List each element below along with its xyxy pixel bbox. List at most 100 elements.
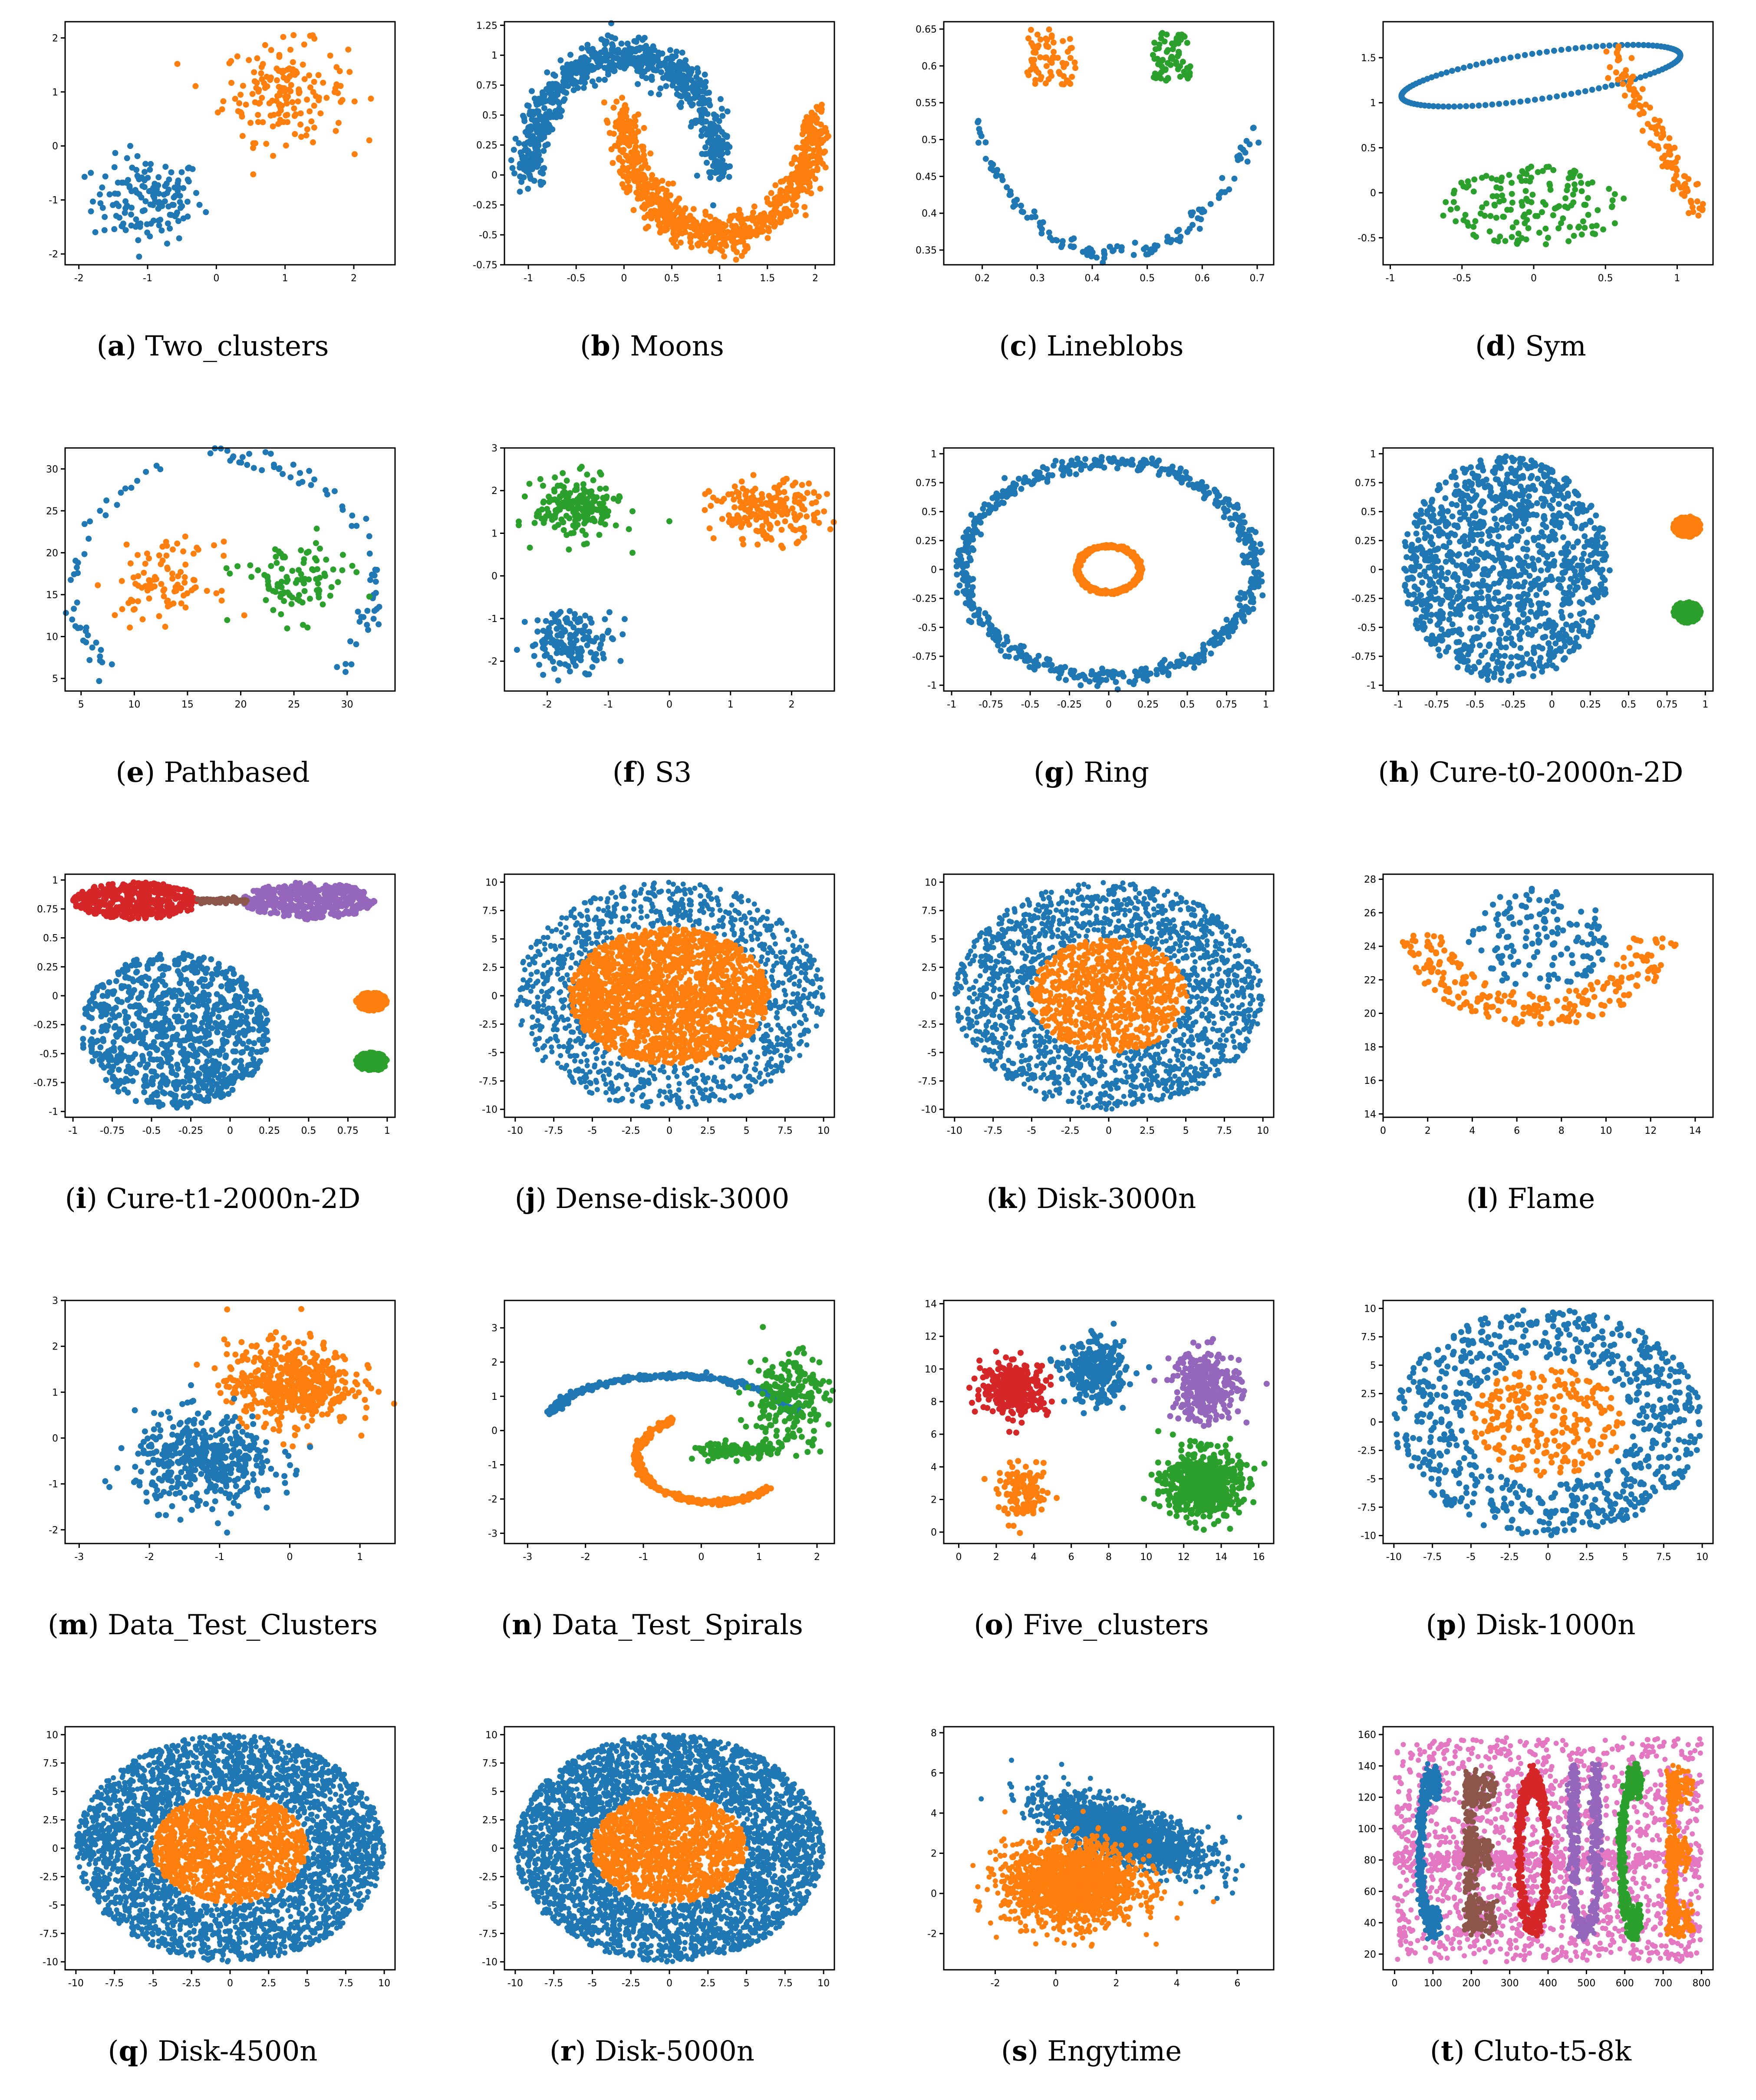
data-point [1019,209,1025,215]
data-point [300,560,306,566]
data-point [1236,525,1242,531]
data-point [1539,209,1545,215]
data-point [771,495,777,501]
data-point [1006,654,1012,660]
data-point [1451,199,1457,205]
data-point [645,211,651,217]
data-point [165,566,171,572]
data-point [534,144,540,150]
data-point [1103,677,1109,683]
data-point [1571,233,1577,239]
data-point [287,474,293,481]
data-point [1568,612,1574,619]
data-point [599,36,605,43]
data-point [283,142,289,148]
data-point [347,639,353,645]
data-point [1028,40,1034,46]
data-point [366,593,372,599]
data-point [1493,184,1499,191]
data-point [575,655,581,661]
data-point [92,229,99,235]
data-point [371,616,377,622]
data-point [1596,85,1602,91]
caption-c: (c) Lineblobs [896,330,1287,362]
data-point [787,523,794,529]
data-point [300,579,306,585]
data-point [292,113,298,119]
data-point [1693,181,1700,188]
data-point [339,567,345,573]
data-point [284,77,290,83]
data-point [610,43,616,49]
data-point [1191,484,1197,490]
data-point [163,553,169,559]
data-point [241,612,247,619]
y-tick-label: 1 [491,50,497,61]
data-point [128,211,134,217]
data-point [602,77,608,83]
x-tick-label: 0 [213,273,219,284]
data-point [255,567,261,573]
data-point [612,68,618,74]
data-point [635,112,641,118]
data-point [801,507,807,513]
data-point [1554,93,1560,99]
data-point [1087,465,1093,471]
data-point [289,568,295,574]
data-point [1522,52,1528,58]
data-point [1169,466,1175,472]
data-point [1534,500,1540,506]
data-point [1114,243,1120,249]
data-point [1606,186,1612,192]
data-point [702,209,708,215]
data-point [603,495,609,501]
data-point [799,482,805,488]
data-point [717,161,723,167]
data-point [71,606,77,612]
x-tick-label: 5 [78,699,84,710]
data-point [244,462,250,468]
x-tick-label: 0.4 [1085,273,1100,284]
data-point [533,117,539,123]
data-point [774,520,781,526]
data-point [669,72,675,78]
data-point [1496,198,1502,204]
data-point [619,631,626,637]
data-point [738,231,745,237]
data-point [802,149,808,155]
y-tick-label: -0.5 [918,622,937,633]
data-point [82,174,88,180]
data-point [1600,43,1606,49]
data-point [633,39,639,45]
y-tick-label: 10 [46,632,58,642]
data-point [625,141,631,147]
data-point [710,494,716,500]
data-point [1176,49,1182,55]
data-point [178,569,184,575]
data-point [134,478,140,484]
caption-paren: ( [97,330,108,362]
data-point [1506,172,1512,178]
data-point [641,187,647,193]
data-point [698,133,705,139]
data-point [287,47,293,53]
data-point [289,601,295,607]
data-point [1257,541,1263,547]
data-point [954,590,960,596]
data-point [816,520,822,526]
caption-letter: c [1010,330,1027,362]
data-point [88,170,94,176]
data-point [263,141,269,147]
caption-letter: f [623,756,636,789]
data-point [98,647,104,653]
data-point [707,174,713,181]
data-point [314,587,320,593]
data-point [228,80,234,86]
data-point [1151,39,1157,46]
data-point [316,72,322,78]
y-tick-label: 0 [1370,188,1376,199]
data-point [1253,575,1259,581]
data-point [1558,47,1565,53]
data-point [1067,471,1073,477]
data-point [804,114,810,120]
